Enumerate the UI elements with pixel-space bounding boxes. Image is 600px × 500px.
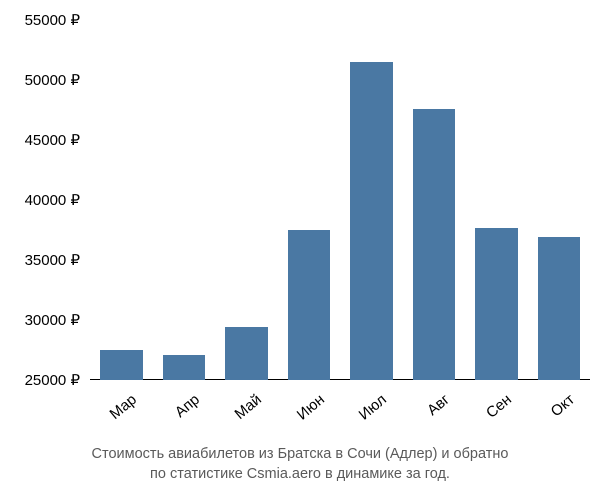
- x-tick-label: Авг: [413, 391, 453, 428]
- bar: [163, 355, 206, 380]
- x-tick-label: Сен: [475, 391, 515, 428]
- caption-line-1: Стоимость авиабилетов из Братска в Сочи …: [0, 445, 600, 465]
- bar: [413, 109, 456, 380]
- plot-area: [90, 20, 590, 380]
- x-tick-label: Окт: [538, 391, 578, 428]
- bar: [288, 230, 331, 380]
- y-tick-label: 25000 ₽: [25, 371, 80, 389]
- x-axis: Мар Апр Май Июн Июл Авг Сен Окт: [90, 385, 590, 445]
- x-tick-label: Май: [225, 391, 265, 428]
- bar: [225, 327, 268, 380]
- y-tick-label: 45000 ₽: [25, 131, 80, 149]
- x-tick-label: Июн: [288, 391, 328, 428]
- y-tick-label: 35000 ₽: [25, 251, 80, 269]
- bar: [475, 228, 518, 380]
- x-tick-label: Апр: [163, 391, 203, 428]
- chart-container: 25000 ₽ 30000 ₽ 35000 ₽ 40000 ₽ 45000 ₽ 50000…: [0, 0, 600, 500]
- y-tick-label: 55000 ₽: [25, 11, 80, 29]
- y-tick-label: 40000 ₽: [25, 191, 80, 209]
- y-tick-label: 50000 ₽: [25, 71, 80, 89]
- caption-line-2: по статистике Csmia.aero в динамике за г…: [0, 465, 600, 485]
- bar: [100, 350, 143, 380]
- bar: [350, 62, 393, 380]
- y-axis: 25000 ₽30000 ₽35000 ₽40000 ₽45000 ₽50000…: [0, 20, 85, 380]
- y-tick-label: 30000 ₽: [25, 311, 80, 329]
- x-tick-label: Мар: [100, 391, 140, 428]
- bar: [538, 237, 581, 380]
- x-tick-label: Июл: [350, 391, 390, 428]
